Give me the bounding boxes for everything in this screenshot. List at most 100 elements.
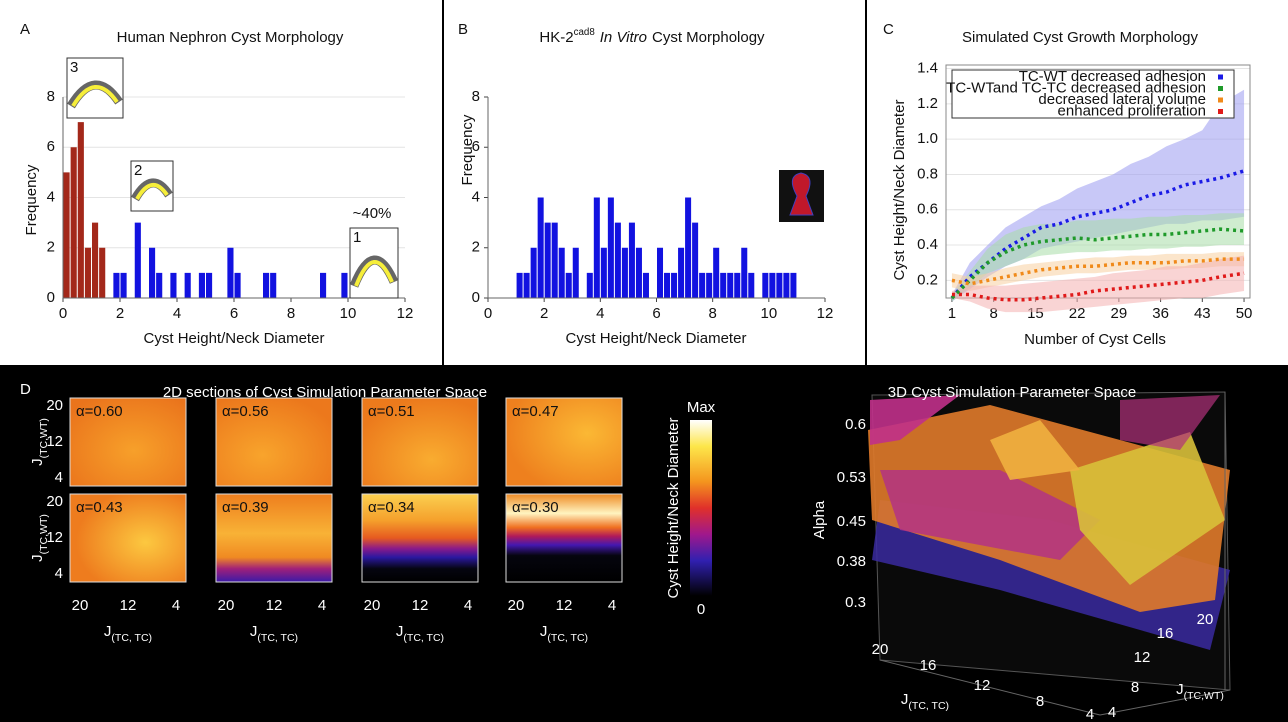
x-axis-label-part: J — [250, 623, 258, 640]
y-tick-label: 20 — [46, 493, 63, 510]
z-axis-label: Alpha — [811, 500, 828, 539]
heatmap — [505, 493, 623, 583]
y-tick-label: 4 — [472, 188, 480, 205]
chart-title-part: Cyst Morphology — [652, 29, 765, 46]
confidence-band — [951, 255, 1245, 313]
x-axis-label-part: J — [104, 623, 112, 640]
panel-label: C — [883, 21, 894, 38]
legend-label: TC-WT decreased adhesion — [1019, 68, 1206, 85]
y-axis-label-part: J — [29, 458, 46, 466]
chart-title-part: In Vitro — [600, 29, 647, 46]
x-tick-label: 10 — [760, 305, 777, 322]
heatmap — [215, 493, 333, 583]
y-tick-label: 16 — [1157, 625, 1174, 642]
x-tick-label: 0 — [59, 305, 67, 322]
x-tick-label: 8 — [708, 305, 716, 322]
bar — [783, 272, 790, 298]
bar — [184, 272, 191, 298]
y-axis-label: Frequency — [23, 164, 40, 235]
y-tick-label: 8 — [472, 88, 480, 105]
y-tick-label: 0.2 — [917, 271, 938, 288]
legend-label: decreased lateral volume — [1038, 91, 1206, 108]
bar — [685, 197, 692, 298]
z-tick-label: 0.38 — [837, 553, 866, 570]
bar — [99, 247, 106, 298]
y-axis-label-part: J — [1176, 681, 1184, 698]
colorbar — [690, 420, 712, 596]
section-title: 3D Cyst Simulation Parameter Space — [888, 384, 1136, 401]
bar — [628, 222, 635, 298]
x-tick-label: 4 — [173, 305, 181, 322]
z-tick-label: 0.3 — [845, 594, 866, 611]
x-axis-label: J(TC, TC) — [540, 623, 588, 644]
y-tick-label: 12 — [46, 529, 63, 546]
colorbar-max: Max — [687, 399, 716, 416]
x-tick-label: 43 — [1194, 305, 1211, 322]
y-tick-label: 4 — [1108, 704, 1116, 721]
heatmap-label: α=0.30 — [512, 499, 559, 516]
bar — [227, 247, 234, 298]
bar — [671, 272, 678, 298]
heatmap — [505, 397, 623, 487]
heatmap — [215, 397, 333, 487]
x-axis-label: Cyst Height/Neck Diameter — [144, 330, 325, 347]
bar — [614, 222, 621, 298]
chart-title-part: cad8 — [574, 27, 595, 38]
x-tick-label: 1 — [948, 305, 956, 322]
chart-title: Human Nephron Cyst Morphology — [117, 29, 344, 46]
chart-title: HK-2cad8 In Vitro Cyst Morphology — [539, 27, 765, 46]
y-tick-label: 2 — [472, 239, 480, 256]
x-tick-label: 0 — [484, 305, 492, 322]
colorbar-min: 0 — [697, 601, 705, 618]
chart-title: Simulated Cyst Growth Morphology — [962, 29, 1198, 46]
bar — [92, 222, 99, 298]
bar — [586, 272, 593, 298]
z-tick-label: 0.53 — [837, 469, 866, 486]
x-tick-label: 29 — [1111, 305, 1128, 322]
bar — [748, 272, 755, 298]
bar — [790, 272, 797, 298]
bar — [234, 272, 241, 298]
bar — [657, 247, 664, 298]
x-tick-label: 12 — [974, 677, 991, 694]
x-tick-label: 20 — [72, 597, 89, 614]
panel-label: B — [458, 21, 468, 38]
x-tick-label: 12 — [397, 305, 414, 322]
y-tick-label: 8 — [1131, 679, 1139, 696]
legend-marker — [1218, 74, 1223, 80]
inset-lumen — [71, 84, 119, 108]
x-tick-label: 16 — [920, 657, 937, 674]
y-tick-label: 12 — [1134, 649, 1151, 666]
y-tick-label: 4 — [55, 565, 63, 582]
y-tick-label: 6 — [472, 138, 480, 155]
y-tick-label: 1.0 — [917, 130, 938, 147]
x-axis-label: Number of Cyst Cells — [1024, 331, 1166, 348]
annotation: ~40% — [353, 205, 392, 222]
x-tick-label: 12 — [817, 305, 834, 322]
y-axis-label-part: J — [29, 554, 46, 562]
x-tick-label: 20 — [872, 641, 889, 658]
bar — [320, 272, 327, 298]
y-axis-label: J(TC,WT) — [1176, 681, 1224, 702]
bar — [63, 172, 70, 298]
bar — [516, 272, 523, 298]
bar — [741, 247, 748, 298]
x-axis-label: J(TC, TC) — [104, 623, 152, 644]
x-axis-label-part: (TC, TC) — [257, 632, 298, 644]
x-axis-label-part: J — [540, 623, 548, 640]
bar — [206, 272, 213, 298]
bar — [727, 272, 734, 298]
y-tick-label: 0.8 — [917, 165, 938, 182]
y-axis-label: Cyst Height/Neck Diameter — [891, 100, 908, 281]
colorbar-label: Cyst Height/Neck Diameter — [665, 418, 682, 599]
x-tick-label: 12 — [556, 597, 573, 614]
legend-marker — [1218, 86, 1223, 91]
heatmap-label: α=0.60 — [76, 403, 123, 420]
bar — [341, 272, 348, 298]
y-tick-label: 2 — [47, 239, 55, 256]
x-axis-label-part: J — [901, 691, 909, 708]
inset-label: 3 — [70, 59, 78, 76]
x-axis-label-part: (TC, TC) — [547, 632, 588, 644]
y-tick-label: 6 — [47, 138, 55, 155]
